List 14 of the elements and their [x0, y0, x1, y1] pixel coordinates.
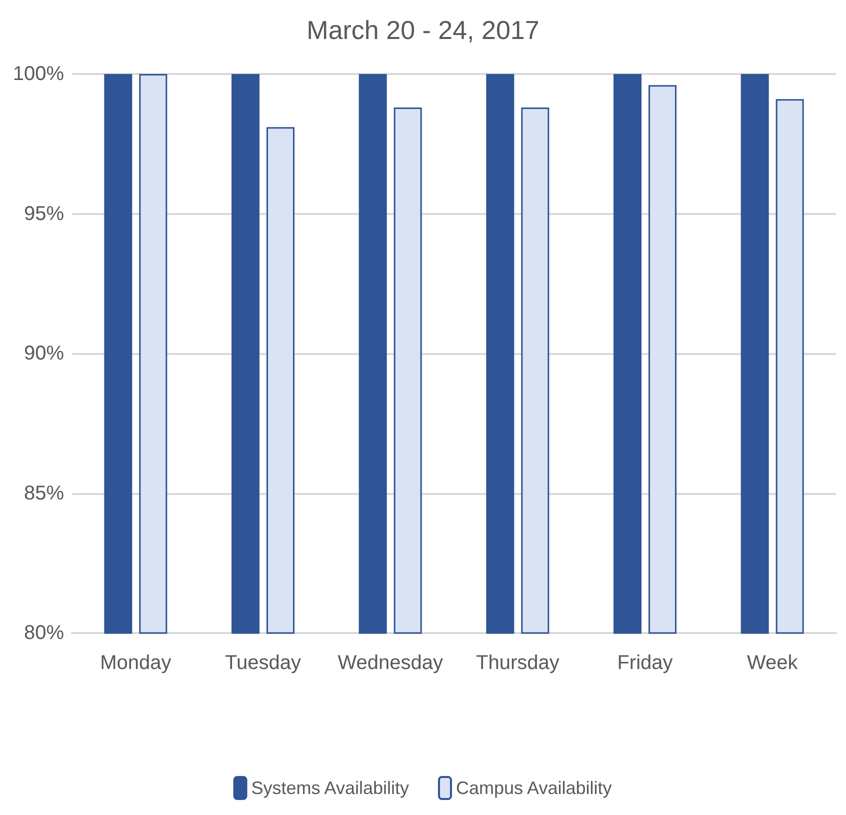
chart-title: March 20 - 24, 2017	[306, 15, 540, 45]
legend-label: Systems Availability	[251, 778, 410, 798]
y-tick-label: 80%	[24, 622, 64, 644]
legend-label: Campus Availability	[456, 778, 612, 798]
y-tick-label: 90%	[24, 342, 64, 364]
y-tick-label: 95%	[24, 202, 64, 225]
x-tick-label: Week	[746, 652, 799, 674]
x-tick-label: Tuesday	[225, 652, 301, 674]
x-tick-label: Monday	[100, 652, 172, 674]
y-tick-label: 85%	[24, 482, 64, 504]
y-tick-label: 100%	[12, 63, 64, 85]
x-tick-label: Thursday	[476, 652, 560, 674]
x-tick-label: Wednesday	[338, 652, 443, 674]
x-tick-label: Friday	[617, 652, 673, 674]
